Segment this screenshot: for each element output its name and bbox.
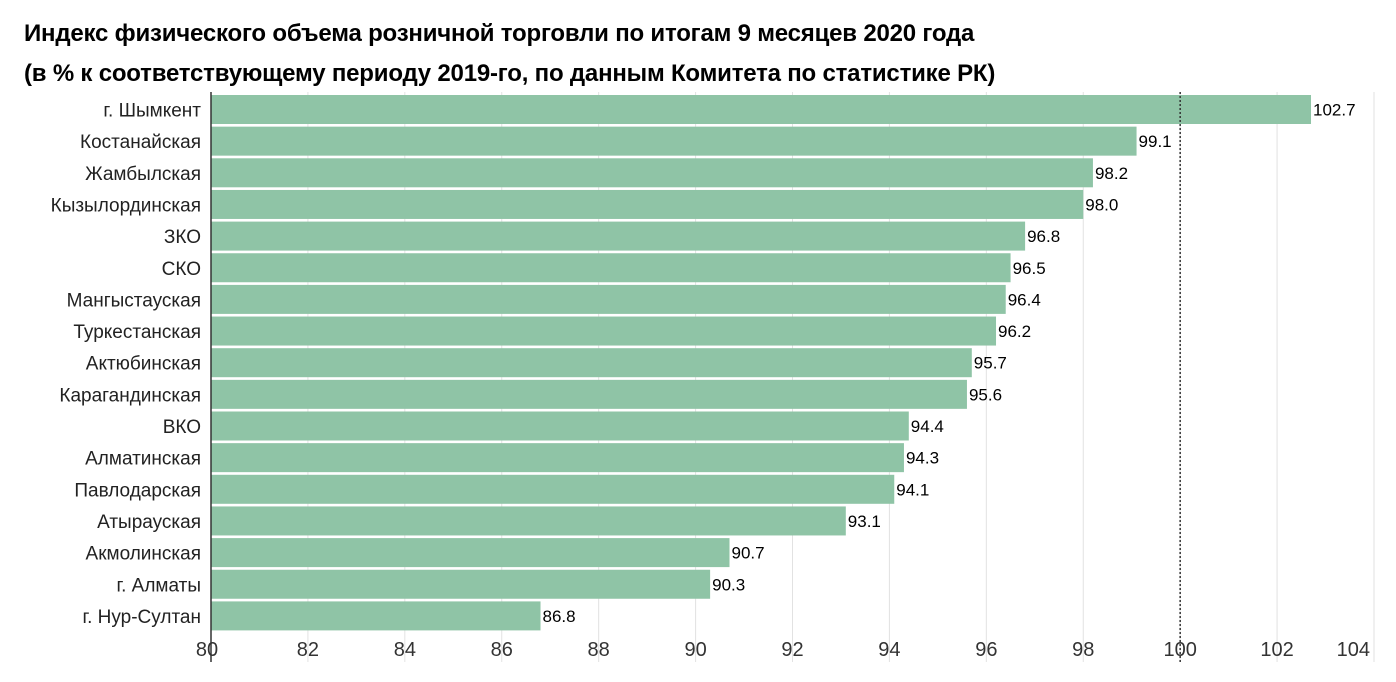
category-label: Мангыстауская: [67, 290, 201, 311]
bar: [211, 411, 909, 441]
category-label: Туркестанская: [73, 322, 201, 343]
value-label: 94.1: [896, 480, 929, 499]
chart-subtitle: (в % к соответствующему периоду 2019-го,…: [24, 60, 996, 87]
chart-title: Индекс физического объема розничной торг…: [24, 20, 975, 47]
category-label: Кызылординская: [51, 195, 201, 216]
x-tick-label: 102: [1260, 639, 1293, 661]
category-label: ЗКО: [164, 227, 201, 248]
value-label: 95.7: [974, 354, 1007, 373]
value-label: 99.1: [1139, 132, 1172, 151]
labels: 80 82 84 86 88 90 92 94 96 98 100 102 104 г. Шымкент 1…: [51, 101, 1370, 662]
value-label: 94.4: [911, 417, 944, 436]
value-label: 96.5: [1013, 259, 1046, 278]
value-label: 96.4: [1008, 290, 1041, 309]
bar: [211, 253, 1011, 283]
bar: [211, 601, 541, 631]
x-tick-label: 80: [196, 639, 218, 661]
category-label: Алматинская: [85, 449, 201, 470]
value-label: 86.8: [543, 607, 576, 626]
bar: [211, 474, 895, 504]
value-label: 96.2: [998, 322, 1031, 341]
bar: [211, 443, 904, 473]
bar: [211, 284, 1006, 314]
x-tick-label: 82: [297, 639, 319, 661]
category-label: г. Нур-Султан: [82, 607, 201, 628]
category-label: СКО: [162, 259, 201, 280]
x-tick-label: 90: [684, 639, 706, 661]
value-label: 90.3: [712, 575, 745, 594]
x-tick-label: 104: [1337, 639, 1370, 661]
bar: [211, 126, 1137, 156]
x-tick-label: 88: [588, 639, 610, 661]
bar: [211, 569, 711, 599]
bar: [211, 95, 1312, 124]
bar: [211, 221, 1026, 251]
value-label: 98.2: [1095, 164, 1128, 183]
category-label: Карагандинская: [59, 385, 201, 406]
value-label: 96.8: [1027, 227, 1060, 246]
value-label: 102.7: [1313, 101, 1356, 120]
category-label: Костанайская: [80, 132, 201, 153]
bars: [211, 95, 1312, 631]
bar: [211, 348, 972, 378]
value-label: 98.0: [1085, 195, 1118, 214]
category-label: Павлодарская: [74, 480, 201, 501]
x-tick-label: 94: [878, 639, 900, 661]
bar: [211, 158, 1093, 188]
value-label: 95.6: [969, 385, 1002, 404]
category-label: г. Шымкент: [103, 101, 201, 122]
bar: [211, 379, 967, 409]
value-label: 90.7: [732, 544, 765, 563]
category-label: г. Алматы: [117, 575, 202, 596]
category-label: Атырауская: [97, 512, 201, 533]
x-tick-label: 84: [394, 639, 416, 661]
category-label: ВКО: [163, 417, 201, 438]
bar: [211, 506, 846, 536]
x-tick-label: 86: [491, 639, 513, 661]
x-tick-label: 92: [781, 639, 803, 661]
x-tick-label: 96: [975, 639, 997, 661]
x-tick-label: 98: [1072, 639, 1094, 661]
category-label: Актюбинская: [86, 354, 201, 375]
value-label: 94.3: [906, 449, 939, 468]
x-tick-label: 100: [1163, 639, 1196, 661]
bar: [211, 316, 997, 346]
category-label: Жамбылская: [85, 164, 201, 185]
category-label: Акмолинская: [86, 544, 201, 565]
bar: [211, 189, 1084, 219]
bar: [211, 538, 730, 568]
chart-title-block: Индекс физического объема розничной торг…: [24, 14, 1384, 94]
value-label: 93.1: [848, 512, 881, 531]
